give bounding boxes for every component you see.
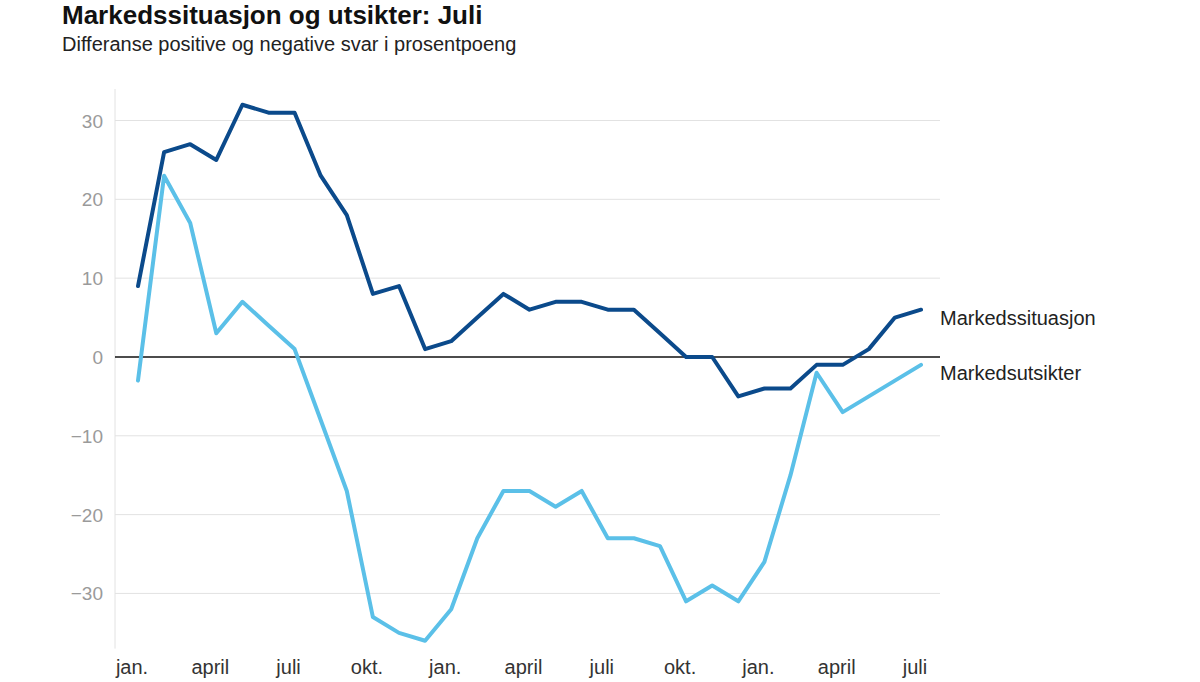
y-axis-line bbox=[115, 89, 116, 649]
y-tick-label: 30 bbox=[82, 111, 103, 132]
x-tick-label: april bbox=[818, 656, 856, 678]
y-tick-label: 0 bbox=[92, 347, 103, 368]
series-label: Markedssituasjon bbox=[940, 307, 1096, 329]
y-tick-label: 10 bbox=[82, 268, 103, 289]
subtitle: Differanse positive og negative svar i p… bbox=[62, 33, 516, 55]
x-tick-label: juli bbox=[275, 656, 300, 678]
grid-line bbox=[115, 593, 940, 594]
x-tick-label: okt. bbox=[664, 656, 696, 678]
x-tick-label: juli bbox=[902, 656, 927, 678]
x-tick-label: juli bbox=[589, 656, 614, 678]
y-tick-label: −10 bbox=[71, 426, 103, 447]
x-tick-label: jan. bbox=[741, 656, 774, 678]
x-tick-label: april bbox=[191, 656, 229, 678]
x-tick-label: jan. bbox=[115, 656, 148, 678]
grid-line bbox=[115, 199, 940, 200]
chart: Markedssituasjon og utsikter: Juli Differ… bbox=[0, 0, 1200, 682]
y-tick-label: 20 bbox=[82, 189, 103, 210]
plot-area bbox=[138, 105, 921, 641]
series-line bbox=[138, 105, 921, 397]
series-label: Markedsutsikter bbox=[940, 362, 1081, 384]
grid-line bbox=[115, 435, 940, 436]
x-tick-label: okt. bbox=[351, 656, 383, 678]
x-tick-label: jan. bbox=[428, 656, 461, 678]
y-tick-label: −30 bbox=[71, 583, 103, 604]
grid-line bbox=[115, 356, 940, 357]
x-tick-label: april bbox=[505, 656, 543, 678]
grid-line bbox=[115, 514, 940, 515]
grid-line bbox=[115, 278, 940, 279]
y-tick-label: −20 bbox=[71, 505, 103, 526]
title: Markedssituasjon og utsikter: Juli bbox=[62, 0, 482, 30]
grid-line bbox=[115, 120, 940, 121]
series-line bbox=[138, 176, 921, 641]
